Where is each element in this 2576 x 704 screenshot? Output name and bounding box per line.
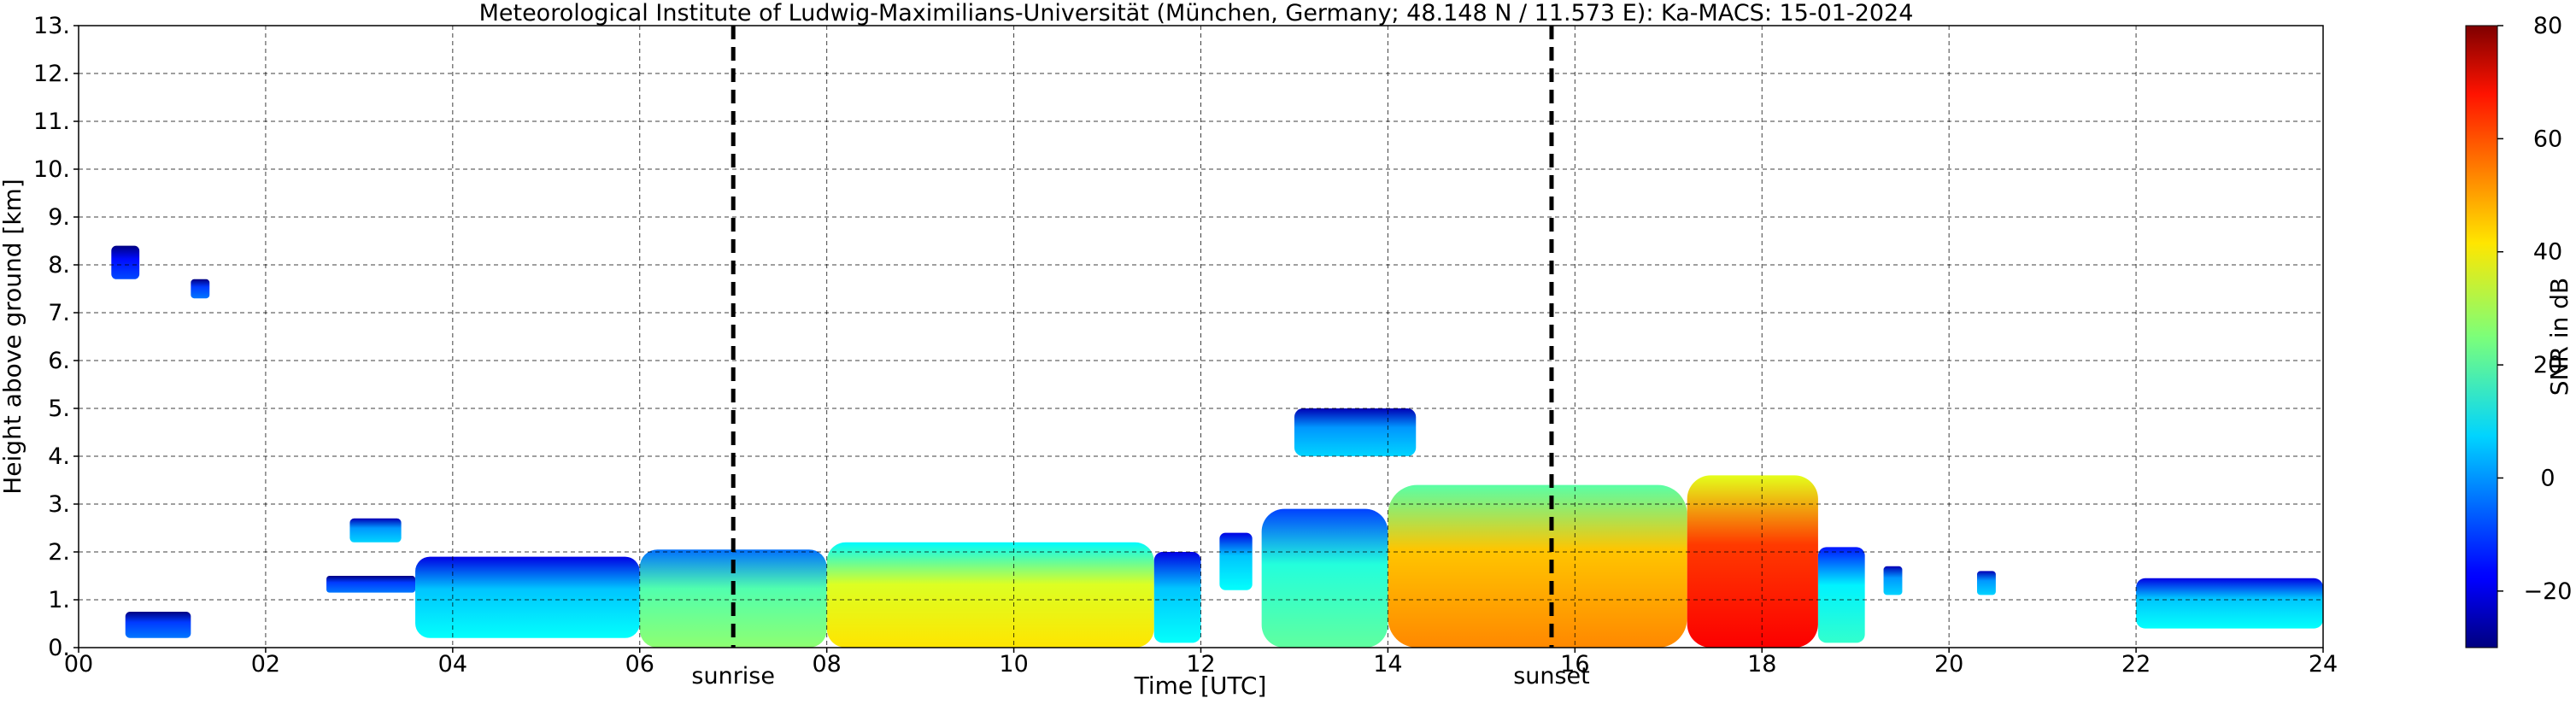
x-tick-label: 18 bbox=[1747, 651, 1776, 678]
event-layer: sunrise sunset bbox=[691, 26, 1590, 689]
x-axis: 00 02 04 06 08 10 12 14 16 18 20 22 24 bbox=[64, 648, 2338, 678]
x-tick-label: 08 bbox=[812, 651, 841, 678]
x-tick-label: 16 bbox=[1560, 651, 1589, 678]
y-tick-label: 0. bbox=[48, 635, 70, 661]
colorbar-tick-label: 0 bbox=[2540, 465, 2555, 491]
y-tick-label: 1. bbox=[48, 587, 70, 613]
grid-layer bbox=[79, 26, 2323, 648]
colorbar-tick-label: 20 bbox=[2533, 352, 2562, 378]
colorbar-label: SNR in dB bbox=[2545, 278, 2573, 396]
echo-region bbox=[826, 542, 1154, 648]
echo-region bbox=[639, 549, 827, 648]
y-tick-label: 8. bbox=[48, 252, 70, 279]
colorbar-ticks: −20 0 20 40 60 80 bbox=[2497, 13, 2572, 605]
y-tick-label: 7. bbox=[48, 300, 70, 326]
y-tick-label: 12. bbox=[33, 61, 70, 87]
chart-title: Meteorological Institute of Ludwig-Maxim… bbox=[479, 0, 1914, 26]
x-tick-label: 22 bbox=[2121, 651, 2151, 678]
echo-region bbox=[125, 612, 191, 638]
y-tick-label: 3. bbox=[48, 491, 70, 518]
echo-region bbox=[1817, 547, 1865, 643]
event-label: sunset bbox=[1513, 663, 1590, 689]
y-axis-label: Height above ground [km] bbox=[0, 179, 26, 495]
y-tick-label: 9. bbox=[48, 204, 70, 231]
echo-region bbox=[111, 245, 140, 279]
echo-region bbox=[1294, 408, 1417, 456]
echo-region bbox=[1977, 571, 1996, 595]
colorbar-tick-label: −20 bbox=[2524, 578, 2573, 605]
x-tick-label: 24 bbox=[2309, 651, 2338, 678]
echo-layer bbox=[111, 245, 2323, 648]
echo-region bbox=[1883, 566, 1903, 595]
colorbar-tick-label: 80 bbox=[2533, 13, 2562, 39]
echo-region bbox=[1153, 552, 1201, 643]
x-axis-label: Time [UTC] bbox=[1134, 672, 1267, 700]
colorbar: −20 0 20 40 60 80 SNR in dB bbox=[2465, 13, 2573, 648]
event-label: sunrise bbox=[691, 663, 775, 689]
echo-region bbox=[415, 556, 640, 638]
y-tick-label: 10. bbox=[33, 156, 70, 183]
x-tick-label: 06 bbox=[625, 651, 654, 678]
echo-region bbox=[2136, 578, 2323, 629]
colorbar-gradient bbox=[2465, 25, 2498, 648]
y-tick-label: 5. bbox=[48, 396, 70, 422]
y-tick-label: 4. bbox=[48, 443, 70, 470]
plot-area: sunrise sunset bbox=[78, 25, 2324, 689]
y-tick-label: 13. bbox=[33, 13, 70, 39]
y-tick-label: 6. bbox=[48, 348, 70, 374]
colorbar-tick-label: 60 bbox=[2533, 126, 2562, 152]
echo-region bbox=[191, 279, 210, 299]
x-tick-label: 10 bbox=[999, 651, 1028, 678]
echo-region bbox=[1687, 475, 1818, 648]
x-tick-label: 00 bbox=[64, 651, 93, 678]
echo-region bbox=[1388, 484, 1687, 648]
colorbar-tick-label: 40 bbox=[2533, 239, 2562, 266]
x-tick-label: 14 bbox=[1373, 651, 1402, 678]
x-tick-label: 02 bbox=[251, 651, 280, 678]
x-tick-label: 04 bbox=[438, 651, 467, 678]
x-tick-label: 20 bbox=[1934, 651, 1963, 678]
x-tick-label: 12 bbox=[1186, 651, 1215, 678]
echo-region bbox=[1261, 508, 1388, 648]
y-axis: 0. 1. 2. 3. 4. 5. 6. 7. 8. 9. 10. 11. 12. 13. bbox=[33, 13, 79, 661]
echo-region bbox=[326, 576, 416, 593]
y-tick-label: 2. bbox=[48, 539, 70, 566]
echo-region bbox=[1219, 532, 1253, 590]
echo-region bbox=[349, 518, 402, 543]
y-tick-label: 11. bbox=[33, 109, 70, 135]
